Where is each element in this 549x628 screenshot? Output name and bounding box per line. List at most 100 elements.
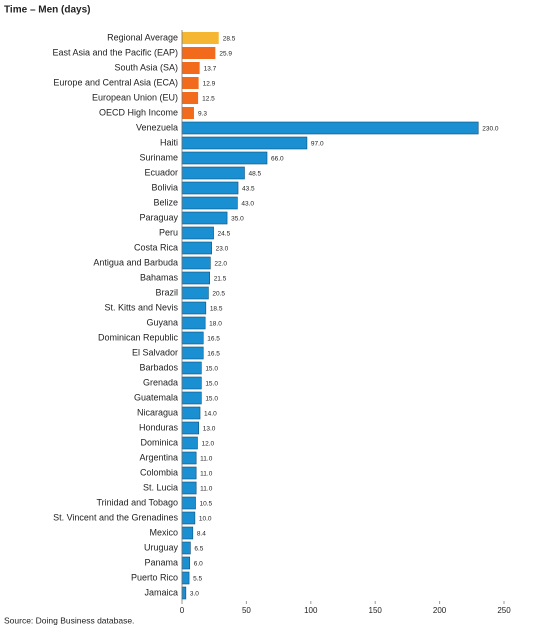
bar [181,451,197,465]
bar [181,511,196,525]
category-label: Grenada [143,377,178,387]
value-label: 16.5 [207,351,220,358]
value-label: 43.0 [241,201,254,208]
category-label: Barbados [139,362,178,372]
category-label: Europe and Central Asia (ECA) [53,77,178,87]
category-label: Ecuador [144,167,178,177]
bar [181,166,245,180]
value-label: 12.0 [201,441,214,448]
value-label: 43.5 [242,186,255,193]
category-label: Uruguay [144,542,179,552]
category-label: Guatemala [134,392,178,402]
bar [182,62,200,74]
value-label: 97.0 [311,141,324,148]
category-label: Paraguay [139,212,178,222]
value-label: 20.5 [212,291,225,298]
category-label: OECD High Income [99,107,178,117]
bar [181,211,228,225]
value-label: 21.5 [214,276,227,283]
bar [181,571,190,585]
value-label: 12.9 [203,81,216,88]
value-label: 11.0 [200,471,213,478]
bar [181,226,214,240]
bar [181,466,197,480]
category-label: European Union (EU) [92,92,178,102]
category-label: Regional Average [107,32,178,42]
category-label: Dominica [140,437,178,447]
category-label: Nicaragua [137,407,178,417]
bar [182,47,216,59]
bar [181,421,200,435]
bar [181,406,201,420]
value-label: 230.0 [482,126,499,133]
category-label: Puerto Rico [131,572,178,582]
category-label: Argentina [139,452,178,462]
category-label: Bolivia [151,182,178,192]
bar [181,391,202,405]
category-label: Trinidad and Tobago [96,497,178,507]
category-label: Jamaica [144,587,178,597]
bar [181,196,238,210]
x-tick-label: 0 [180,606,185,615]
bar [181,436,198,450]
value-label: 10.5 [200,501,213,508]
bar [181,181,239,195]
x-tick-label: 250 [497,606,511,615]
value-label: 35.0 [231,216,244,223]
value-label: 6.5 [194,546,203,553]
bar [181,361,202,375]
category-label: St. Lucia [143,482,178,492]
value-label: 15.0 [205,366,218,373]
value-label: 28.5 [223,36,236,43]
bar [181,541,191,555]
category-label: Panama [144,557,178,567]
bar [181,121,479,135]
value-label: 18.5 [210,306,223,313]
value-label: 16.5 [207,336,220,343]
source-note: Source: Doing Business database. [4,615,134,625]
bar [181,376,202,390]
value-label: 23.0 [216,246,229,253]
value-label: 3.0 [190,591,199,598]
category-label: Suriname [139,152,178,162]
bar [181,151,268,165]
value-label: 10.0 [199,516,212,523]
value-label: 24.5 [218,231,231,238]
bar [181,526,194,540]
bar [181,556,191,570]
bar [182,107,194,119]
category-label: St. Vincent and the Grenadines [53,512,178,522]
value-label: 5.5 [193,576,202,583]
category-label: St. Kitts and Nevis [104,302,178,312]
bar [182,92,199,104]
category-label: Belize [153,197,178,207]
category-label: East Asia and the Pacific (EAP) [52,47,178,57]
value-label: 6.0 [194,561,203,568]
bar [181,481,197,495]
value-label: 25.9 [219,51,232,58]
value-label: 13.7 [204,66,217,73]
value-label: 9.3 [198,111,207,118]
x-tick-label: 150 [369,606,383,615]
category-label: Colombia [140,467,178,477]
bar [182,32,219,44]
value-label: 8.4 [197,531,206,538]
value-label: 18.0 [209,321,222,328]
bar [181,301,207,315]
value-label: 15.0 [205,381,218,388]
value-label: 66.0 [271,156,284,163]
category-label: Costa Rica [134,242,178,252]
value-label: 22.0 [214,261,227,268]
category-label: Peru [159,227,178,237]
bar [182,77,199,89]
category-label: Dominican Republic [98,332,179,342]
value-label: 12.5 [202,96,215,103]
x-tick-label: 200 [433,606,447,615]
category-label: South Asia (SA) [114,62,178,72]
value-label: 11.0 [200,456,213,463]
value-label: 15.0 [205,396,218,403]
bar [181,496,196,510]
category-label: Guyana [146,317,178,327]
category-label: Honduras [139,422,179,432]
